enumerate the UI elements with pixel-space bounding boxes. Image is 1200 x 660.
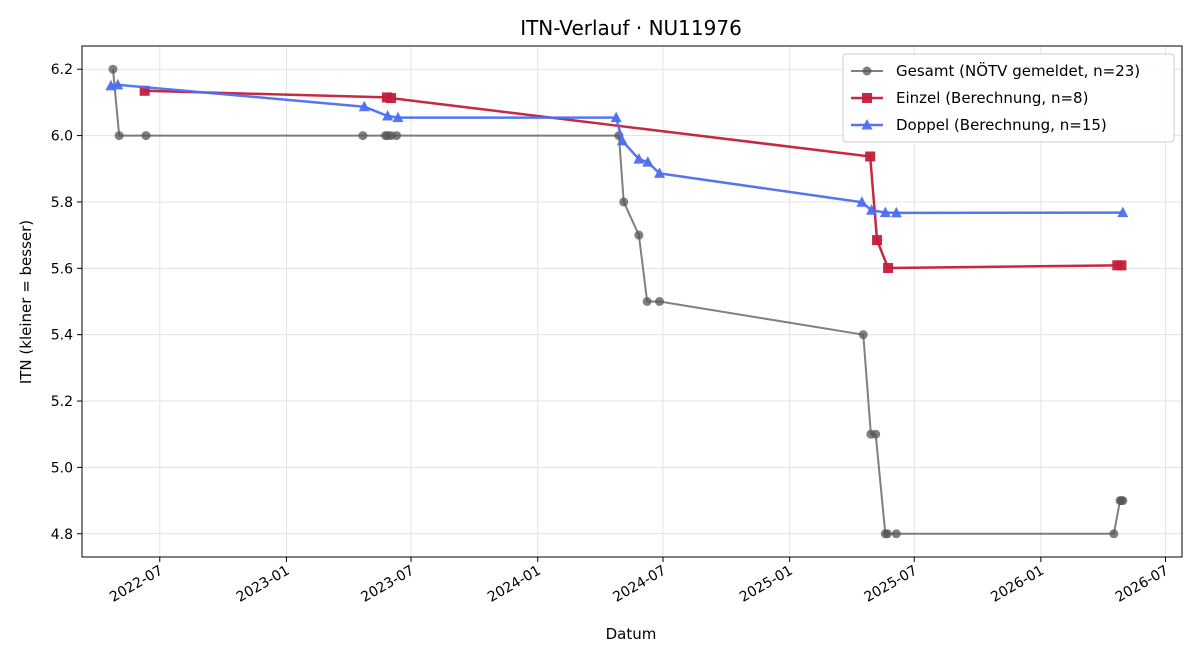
legend: Gesamt (NÖTV gemeldet, n=23) Einzel (Bere… [842, 53, 1175, 143]
data-point [610, 111, 622, 123]
y-tick-label: 5.2 [51, 394, 73, 410]
y-axis-label: ITN (kleiner = besser) [17, 220, 35, 384]
data-point [654, 167, 666, 178]
data-point [139, 85, 150, 96]
data-point [108, 64, 118, 74]
data-point [392, 111, 404, 123]
data-point [1109, 529, 1119, 539]
data-point [141, 131, 151, 141]
plot-frame [81, 45, 1183, 558]
data-point [642, 156, 654, 167]
data-point [882, 529, 892, 539]
data-point [865, 151, 876, 162]
data-point [890, 206, 902, 218]
legend-entry: Doppel (Berechnung, n=15) [896, 116, 1107, 134]
data-point [633, 153, 645, 164]
data-point [1117, 206, 1129, 218]
legend-marker [861, 119, 873, 130]
data-point [1118, 496, 1128, 506]
data-point [871, 429, 881, 439]
series-layer [105, 64, 1129, 539]
data-point [883, 262, 894, 273]
legend-entry: Einzel (Berechnung, n=8) [896, 89, 1088, 107]
data-point [358, 100, 370, 112]
y-tick-label: 6.2 [51, 62, 73, 78]
series-triangle-group [105, 78, 1129, 218]
y-tick-label: 5.0 [51, 460, 73, 476]
x-axis-label: Datum [606, 625, 657, 643]
data-point [872, 235, 883, 246]
data-point [1116, 260, 1127, 271]
legend-box [842, 53, 1175, 143]
y-tick-label: 5.8 [51, 195, 73, 211]
legend-marker [862, 93, 872, 103]
chart-title: ITN-Verlauf · NU11976 [520, 16, 742, 40]
data-point [358, 131, 368, 141]
series-square-group [139, 85, 1127, 273]
data-point [642, 297, 652, 306]
y-tick-label: 4.8 [51, 527, 73, 543]
legend-marker [862, 66, 872, 76]
data-point [866, 204, 878, 215]
data-point [858, 330, 868, 340]
legend-entry: Gesamt (NÖTV gemeldet, n=23) [896, 61, 1140, 80]
data-point [655, 297, 665, 306]
data-point [112, 78, 124, 90]
data-point [392, 131, 402, 141]
series-circle-group [108, 64, 1128, 539]
data-point [619, 197, 629, 207]
data-point [382, 110, 394, 121]
y-tick-label: 5.6 [51, 261, 73, 277]
data-point [879, 206, 891, 218]
data-point [386, 93, 397, 104]
data-point [856, 196, 868, 207]
data-point [616, 134, 628, 146]
data-point [634, 230, 644, 240]
y-tick-label: 6.0 [51, 129, 73, 145]
y-tick-label: 5.4 [51, 328, 73, 344]
data-point [114, 131, 124, 141]
data-point [891, 529, 901, 539]
